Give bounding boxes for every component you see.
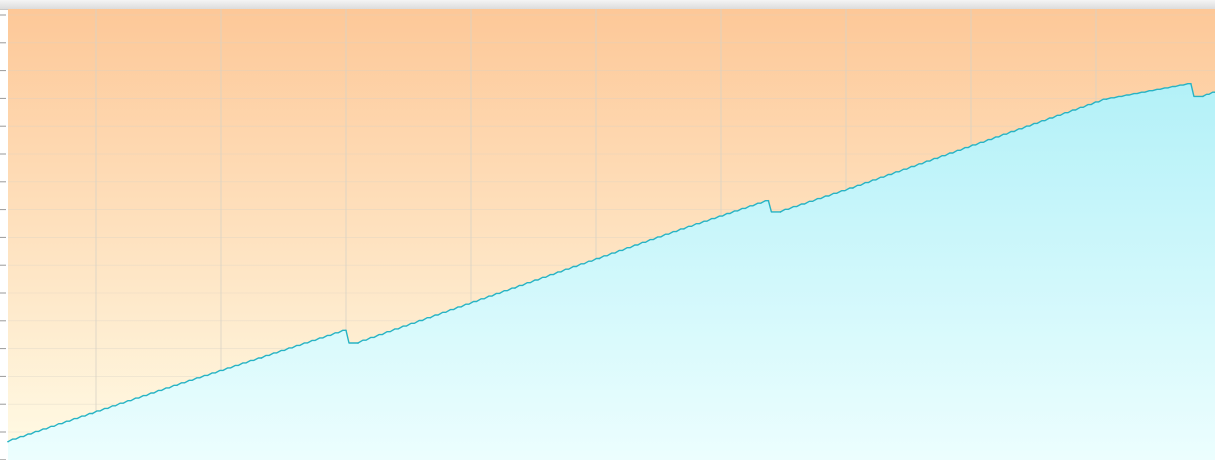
data-point bbox=[1021, 127, 1023, 130]
data-point bbox=[357, 342, 359, 344]
data-point bbox=[779, 211, 782, 213]
data-point bbox=[1105, 98, 1108, 100]
data-point bbox=[852, 187, 854, 189]
data-point bbox=[767, 199, 770, 202]
data-point bbox=[260, 357, 263, 359]
data-point bbox=[91, 412, 94, 415]
data-point bbox=[429, 316, 432, 319]
data-point bbox=[936, 157, 939, 160]
data-point bbox=[176, 384, 178, 387]
data-point bbox=[1202, 95, 1204, 98]
data-point bbox=[683, 228, 685, 230]
data-point bbox=[1190, 82, 1192, 85]
data-point bbox=[7, 440, 9, 443]
data-point bbox=[345, 329, 347, 332]
series-0-area bbox=[8, 83, 1215, 460]
series-0-line bbox=[7, 83, 1215, 443]
data-point bbox=[598, 257, 601, 260]
data-point bbox=[514, 287, 516, 289]
